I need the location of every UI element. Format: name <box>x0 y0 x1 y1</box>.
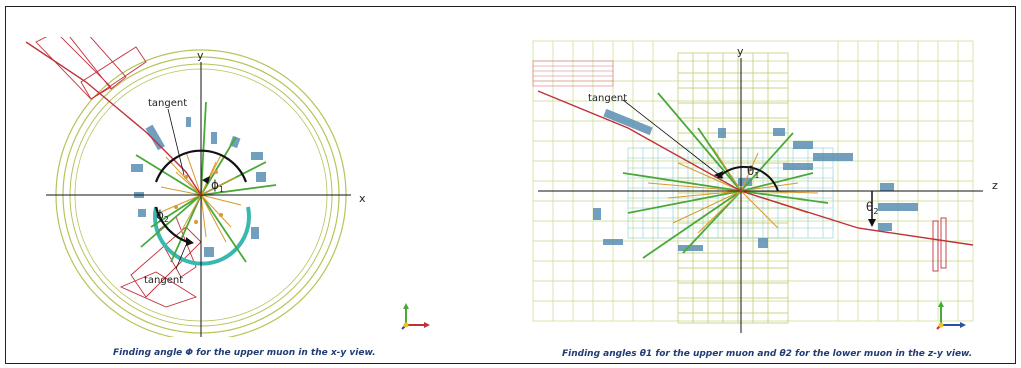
left-caption: Finding angle Φ for the upper muon in th… <box>113 348 376 358</box>
endcap-chamber-left <box>532 60 614 87</box>
theta2-label: θ2 <box>866 200 878 216</box>
axis-z-label: z <box>992 179 998 192</box>
green-tracks-zy <box>622 92 829 259</box>
theta1-arc <box>717 165 779 192</box>
axis-y-label: y <box>197 49 204 62</box>
phi1-label: ϕ1 <box>211 178 224 194</box>
muon-chamber-upper <box>35 37 147 100</box>
tangent-label-bottom: tangent <box>144 275 183 286</box>
zy-axes <box>538 58 983 333</box>
axis-y-label-zy: y <box>737 45 744 58</box>
tangent-label-top: tangent <box>148 98 187 109</box>
tangent-pointer-bottom <box>175 244 187 270</box>
xy-view-panel: x y tangent ϕ1 ϕ2 tangent <box>26 37 366 337</box>
zy-view-panel: y tangent θ1 θ2 <box>532 40 983 333</box>
inner-tracker-arc <box>153 206 251 266</box>
muon-track-zy <box>537 90 974 246</box>
phi1-arc <box>154 149 248 183</box>
tangent-pointer-top <box>167 108 185 176</box>
figure-frame: x y tangent ϕ1 ϕ2 tangent Finding angle … <box>5 6 1016 364</box>
right-caption: Finding angles θ1 for the upper muon and… <box>562 349 973 359</box>
axis-x-label: x <box>359 192 366 205</box>
theta1-arrowhead <box>714 171 723 179</box>
orange-tracks-zy <box>647 147 819 234</box>
theta2-arrowhead <box>868 219 876 227</box>
upper-muon-track <box>26 41 202 196</box>
tangent-label-zy: tangent <box>588 93 627 104</box>
endcap-chamber-right <box>932 217 947 272</box>
phi2-arrowhead <box>186 237 194 246</box>
xy-orientation-triad <box>401 303 430 330</box>
zy-orientation-triad <box>936 301 966 330</box>
xy-axes <box>46 62 351 337</box>
theta1-label: θ1 <box>747 164 759 180</box>
phi2-label: ϕ2 <box>156 208 169 224</box>
tangent-pointer-zy <box>622 99 724 179</box>
phi1-arrowhead <box>202 176 210 184</box>
